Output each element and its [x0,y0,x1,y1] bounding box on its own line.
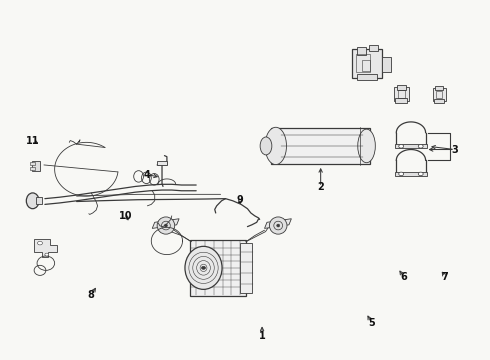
Bar [356,54,370,72]
Bar [394,87,409,101]
Bar [357,47,366,55]
Bar [395,98,407,103]
Text: 7: 7 [442,272,448,282]
Bar [382,57,391,72]
Ellipse shape [418,144,423,148]
Bar [397,85,406,90]
Ellipse shape [265,127,287,165]
Polygon shape [34,239,56,257]
Bar [30,167,35,170]
Polygon shape [265,219,292,228]
Ellipse shape [26,193,39,209]
Bar [240,243,252,293]
Text: 1: 1 [259,331,266,341]
Ellipse shape [201,266,205,269]
Text: 9: 9 [237,195,244,205]
Bar [32,161,41,171]
Text: 5: 5 [368,319,375,328]
Text: 11: 11 [26,136,39,145]
Bar [30,162,35,165]
Ellipse shape [399,144,404,148]
Ellipse shape [157,217,175,234]
Ellipse shape [38,241,43,245]
Text: 4: 4 [144,170,151,180]
Text: 2: 2 [318,182,324,192]
Ellipse shape [260,137,272,155]
Bar [395,144,427,148]
Ellipse shape [358,129,375,163]
Bar [398,90,405,98]
Ellipse shape [277,224,280,227]
Bar [435,99,444,103]
Bar [395,172,427,176]
Bar [352,49,382,78]
Bar [433,88,445,102]
Ellipse shape [270,217,287,234]
Bar [369,45,378,51]
Text: 10: 10 [119,211,132,221]
Bar [271,128,370,164]
Bar [362,59,370,71]
Bar [435,86,443,90]
Ellipse shape [399,172,404,176]
Bar [436,91,442,98]
Bar [157,161,168,165]
Ellipse shape [418,172,423,176]
Polygon shape [152,219,179,228]
Bar [357,74,377,80]
Ellipse shape [165,224,168,227]
Text: 6: 6 [400,272,407,282]
Bar [190,240,246,296]
Ellipse shape [185,246,222,289]
Ellipse shape [45,253,49,256]
Text: 3: 3 [451,144,458,154]
Text: 8: 8 [88,290,95,300]
Bar [36,197,42,204]
